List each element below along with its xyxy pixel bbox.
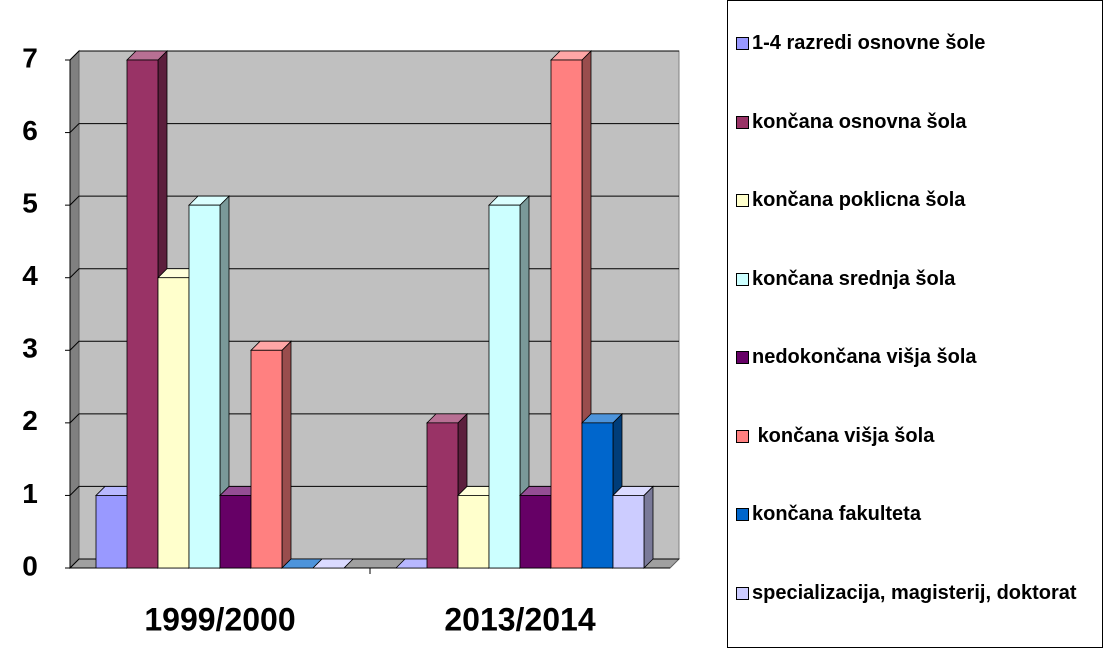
grid-line: [69, 123, 679, 133]
legend-entry: končana višja šola: [736, 425, 1096, 447]
bar: [157, 277, 190, 569]
y-tick-label: 1: [22, 478, 38, 509]
y-tick-label: 7: [22, 42, 38, 73]
grid-line: [69, 50, 679, 61]
legend-entry: 1-4 razredi osnovne šole: [736, 32, 1096, 54]
bar: [95, 495, 128, 569]
legend-swatch: [736, 272, 749, 286]
legend-label: končana višja šola: [752, 424, 935, 447]
bar-side: [643, 485, 654, 569]
legend-swatch: [736, 351, 749, 364]
legend: 1-4 razredi osnovne šole končana osnovna …: [727, 0, 1103, 648]
legend-swatch: [736, 586, 749, 600]
x-tick-label: 2013/2014: [444, 601, 595, 637]
y-tick-label: 4: [22, 260, 38, 291]
x-tick-label: 1999/2000: [144, 601, 295, 637]
y-tick-label: 3: [22, 333, 38, 364]
grid-line: [69, 195, 679, 206]
bar: [457, 495, 490, 569]
bar: [250, 349, 283, 569]
y-tick-label: 6: [22, 115, 38, 146]
legend-label: 1-4 razredi osnovne šole: [752, 32, 986, 54]
legend-label: nedokončana višja šola: [752, 346, 977, 368]
grid-line: [69, 340, 679, 351]
legend-label: končana fakulteta: [752, 503, 921, 525]
legend-label: končana osnovna šola: [752, 110, 967, 133]
bar: [519, 495, 552, 569]
bar: [188, 204, 221, 569]
legend-swatch: [736, 115, 749, 129]
chart: 0 1 2 3 4 5 6 7 1999/2000 2013/2014: [22, 42, 681, 637]
legend-swatch: [736, 37, 749, 50]
bar: [126, 59, 159, 569]
legend-entry: končana fakulteta: [736, 503, 1096, 525]
legend-entry: končana poklicna šola: [736, 189, 1096, 211]
bar: [219, 495, 252, 569]
legend-swatch: [736, 429, 749, 443]
legend-label: končana srednja šola: [752, 267, 956, 290]
legend-entry: nedokončana višja šola: [736, 346, 1096, 368]
bar: [581, 422, 614, 569]
bar-side: [281, 340, 292, 569]
legend-label: končana poklicna šola: [752, 189, 966, 211]
y-tick-label: 0: [22, 550, 38, 581]
legend-entry: končana srednja šola: [736, 268, 1096, 290]
legend-label: specializacija, magisterij, doktorat: [752, 581, 1077, 604]
legend-swatch: [736, 194, 749, 207]
y-tick-label: 5: [22, 188, 38, 219]
bar: [550, 59, 583, 569]
legend-entry: končana osnovna šola: [736, 111, 1096, 133]
grid-line: [69, 268, 679, 279]
y-tick-label: 2: [22, 405, 38, 436]
legend-swatch: [736, 508, 749, 521]
legend-entry: specializacija, magisterij, doktorat: [736, 582, 1096, 604]
bar: [488, 204, 521, 569]
bar: [426, 422, 459, 569]
bar: [612, 495, 645, 569]
bar-top: [312, 558, 354, 569]
grid-line: [69, 413, 679, 424]
